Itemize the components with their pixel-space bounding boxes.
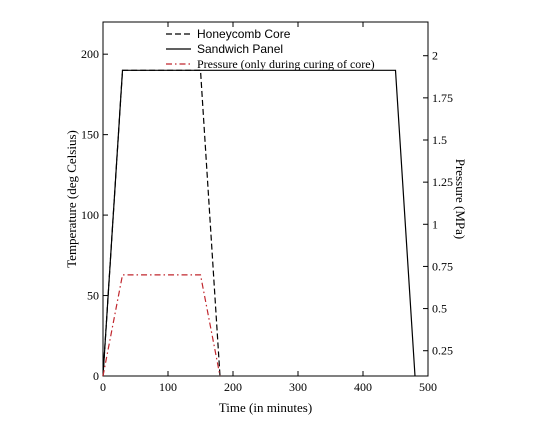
y2-tick-label: 0.25 xyxy=(432,344,453,358)
y-axis-title: Temperature (deg Celsius) xyxy=(64,130,79,268)
y2-tick-label: 0.5 xyxy=(432,302,447,316)
plot-frame xyxy=(102,21,429,377)
x-tick-label: 100 xyxy=(159,380,177,394)
series-line-solid xyxy=(102,69,416,377)
y2-axis-title: Pressure (MPa) xyxy=(453,159,468,240)
x-axis-title: Time (in minutes) xyxy=(219,400,312,415)
x-tick-label: 200 xyxy=(224,380,242,394)
legend-label: Sandwich Panel xyxy=(197,42,283,56)
y-tick-label: 0 xyxy=(93,369,99,383)
y2-tick-label: 1.5 xyxy=(432,133,447,147)
x-tick-label: 0 xyxy=(100,380,106,394)
y2-tick-label: 1.75 xyxy=(432,91,453,105)
ticks-layer: 0 100 200 300 400 500 0 50 100 150 200 0.25 0.5 0.75 1… xyxy=(81,22,453,394)
x-tick-label: 500 xyxy=(419,380,437,394)
y-tick-label: 200 xyxy=(81,47,99,61)
series-line-dashdot xyxy=(102,274,221,377)
y2-tick-label: 1.25 xyxy=(432,175,453,189)
x-tick-label: 300 xyxy=(289,380,307,394)
legend-label: Honeycomb Core xyxy=(197,27,291,41)
y2-tick-label: 2 xyxy=(432,49,438,63)
x-tick-label: 400 xyxy=(354,380,372,394)
legend-label: Pressure (only during curing of core) xyxy=(197,57,375,71)
y2-tick-label: 1 xyxy=(432,217,438,231)
series-line-dashed xyxy=(102,69,221,377)
y-tick-label: 100 xyxy=(81,208,99,222)
y-tick-label: 150 xyxy=(81,128,99,142)
y-tick-label: 50 xyxy=(87,289,99,303)
series-layer xyxy=(102,69,416,377)
y2-tick-label: 0.75 xyxy=(432,259,453,273)
